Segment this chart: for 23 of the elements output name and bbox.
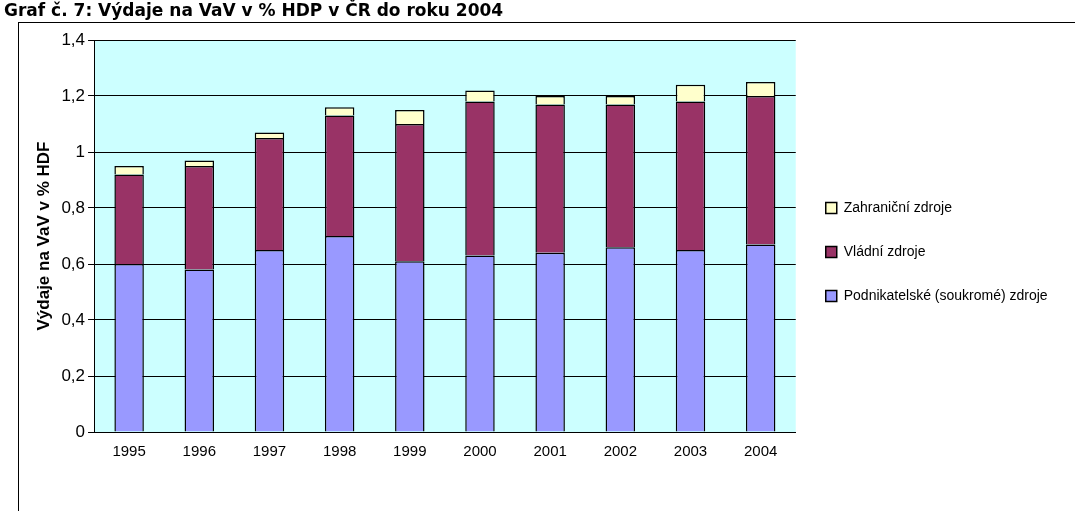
- y-axis-title: Výdaje na VaV v % HDF: [33, 141, 53, 331]
- legend-label: Zahraniční zdroje: [843, 198, 953, 215]
- y-tick-label: 0,4: [61, 309, 86, 329]
- legend-label: Podnikatelské (soukromé) zdroje: [843, 286, 1048, 303]
- y-tick-label: 0,6: [61, 253, 86, 273]
- y-tick-label: 1,2: [61, 85, 86, 105]
- x-tick-label: 2004: [743, 442, 778, 460]
- x-tick-label: 2003: [673, 442, 708, 460]
- y-tick-label: 0,2: [61, 365, 86, 385]
- x-tick-label: 1995: [112, 442, 146, 460]
- x-tick-label: 1996: [182, 442, 216, 460]
- y-tick-label: 1: [75, 141, 86, 161]
- x-tick-label: 2000: [463, 442, 497, 460]
- x-tick-label: 1999: [393, 442, 427, 460]
- y-tick-label: 1,4: [61, 29, 86, 49]
- x-tick-label: 1997: [252, 442, 287, 460]
- y-tick-label: 0: [75, 421, 86, 441]
- x-tick-label: 1998: [322, 442, 357, 460]
- x-tick-label: 2002: [603, 442, 638, 460]
- chart-title: Graf č. 7: Výdaje na VaV v % HDP v ČR do roku 2004: [4, 0, 504, 20]
- x-tick-label: 2001: [533, 442, 567, 460]
- legend-label: Vládní zdroje: [843, 242, 926, 259]
- y-tick-label: 0,8: [61, 197, 86, 217]
